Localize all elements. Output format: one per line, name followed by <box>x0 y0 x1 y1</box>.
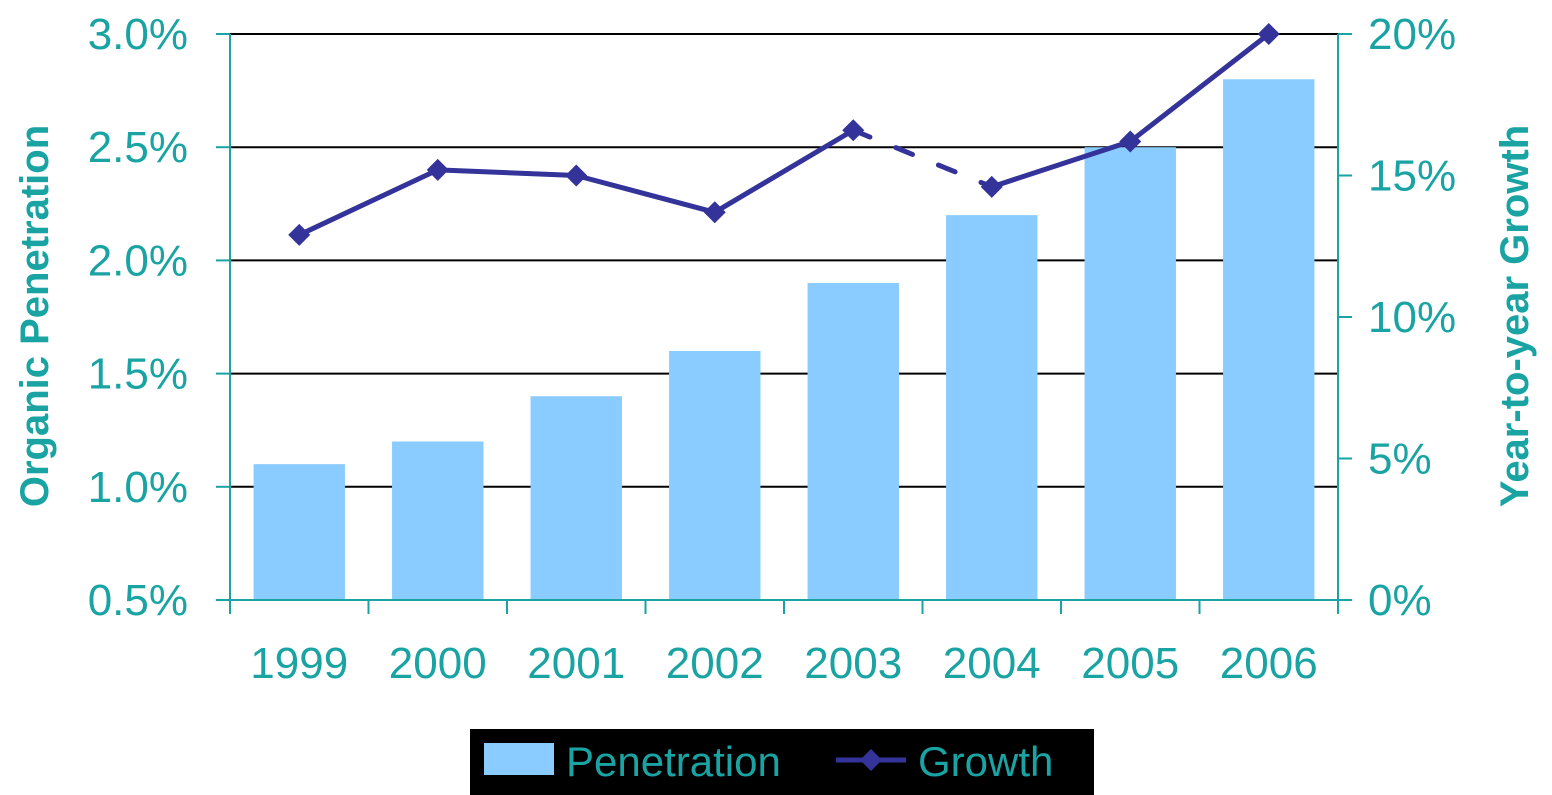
x-tick-label: 2005 <box>1081 639 1179 688</box>
growth-line-segment <box>1127 31 1272 145</box>
growth-line-segment <box>850 127 995 190</box>
growth-line-segment <box>989 139 1133 190</box>
growth-line <box>288 23 1280 246</box>
x-tick-label: 2000 <box>389 639 487 688</box>
bar-penetration <box>1084 147 1176 600</box>
y-tick-label: 0.5% <box>88 576 188 625</box>
growth-line-segment <box>296 167 441 238</box>
x-tick-label: 2004 <box>943 639 1041 688</box>
bar-penetration <box>530 396 622 600</box>
y2-tick-label: 20% <box>1368 10 1456 59</box>
y2-tick-label: 10% <box>1368 293 1456 342</box>
y2-tick-label: 5% <box>1368 435 1432 484</box>
tick-labels: 0.5% 1.0% 1.5% 2.0% 2.5% 3.0% 0% 5% 10% 15% 20% 199… <box>88 10 1456 688</box>
legend-label-penetration: Penetration <box>566 738 781 785</box>
growth-point <box>288 223 311 246</box>
legend-background <box>470 729 1094 795</box>
bar-penetration <box>807 283 899 600</box>
y-tick-label: 2.0% <box>88 236 188 285</box>
y-tick-label: 1.5% <box>88 350 188 399</box>
y-axis-title: Organic Penetration <box>13 125 57 507</box>
axes <box>216 33 1352 614</box>
growth-point <box>565 164 588 187</box>
bar-penetration <box>946 215 1038 600</box>
growth-point <box>980 175 1003 198</box>
x-tick-label: 1999 <box>250 639 348 688</box>
x-tick-label: 2006 <box>1220 639 1318 688</box>
growth-point <box>1257 23 1280 45</box>
y-tick-label: 2.5% <box>88 123 188 172</box>
legend-label-growth: Growth <box>918 738 1053 785</box>
bar-penetration <box>253 464 345 600</box>
growth-point <box>703 201 726 224</box>
y2-tick-label: 15% <box>1368 152 1456 201</box>
legend: Penetration Growth <box>470 729 1094 795</box>
bar-penetration <box>669 350 761 600</box>
bar-penetration <box>392 441 484 600</box>
y2-tick-label: 0% <box>1368 576 1432 625</box>
y-tick-label: 3.0% <box>88 10 188 59</box>
y-tick-label: 1.0% <box>88 463 188 512</box>
x-tick-label: 2001 <box>527 639 625 688</box>
growth-point <box>426 158 449 181</box>
penetration-bars <box>253 79 1315 600</box>
x-tick-label: 2003 <box>804 639 902 688</box>
legend-swatch-penetration <box>484 743 554 775</box>
growth-point <box>1119 130 1142 153</box>
x-tick-label: 2002 <box>666 639 764 688</box>
legend-swatch-growth-marker <box>860 749 882 771</box>
y2-axis-title: Year-to-year Growth <box>1493 125 1537 507</box>
growth-line-segment <box>573 173 718 215</box>
bar-penetration <box>1223 79 1315 600</box>
growth-line-segment <box>435 167 579 178</box>
growth-point <box>842 119 865 142</box>
growth-line-segment <box>712 127 856 215</box>
